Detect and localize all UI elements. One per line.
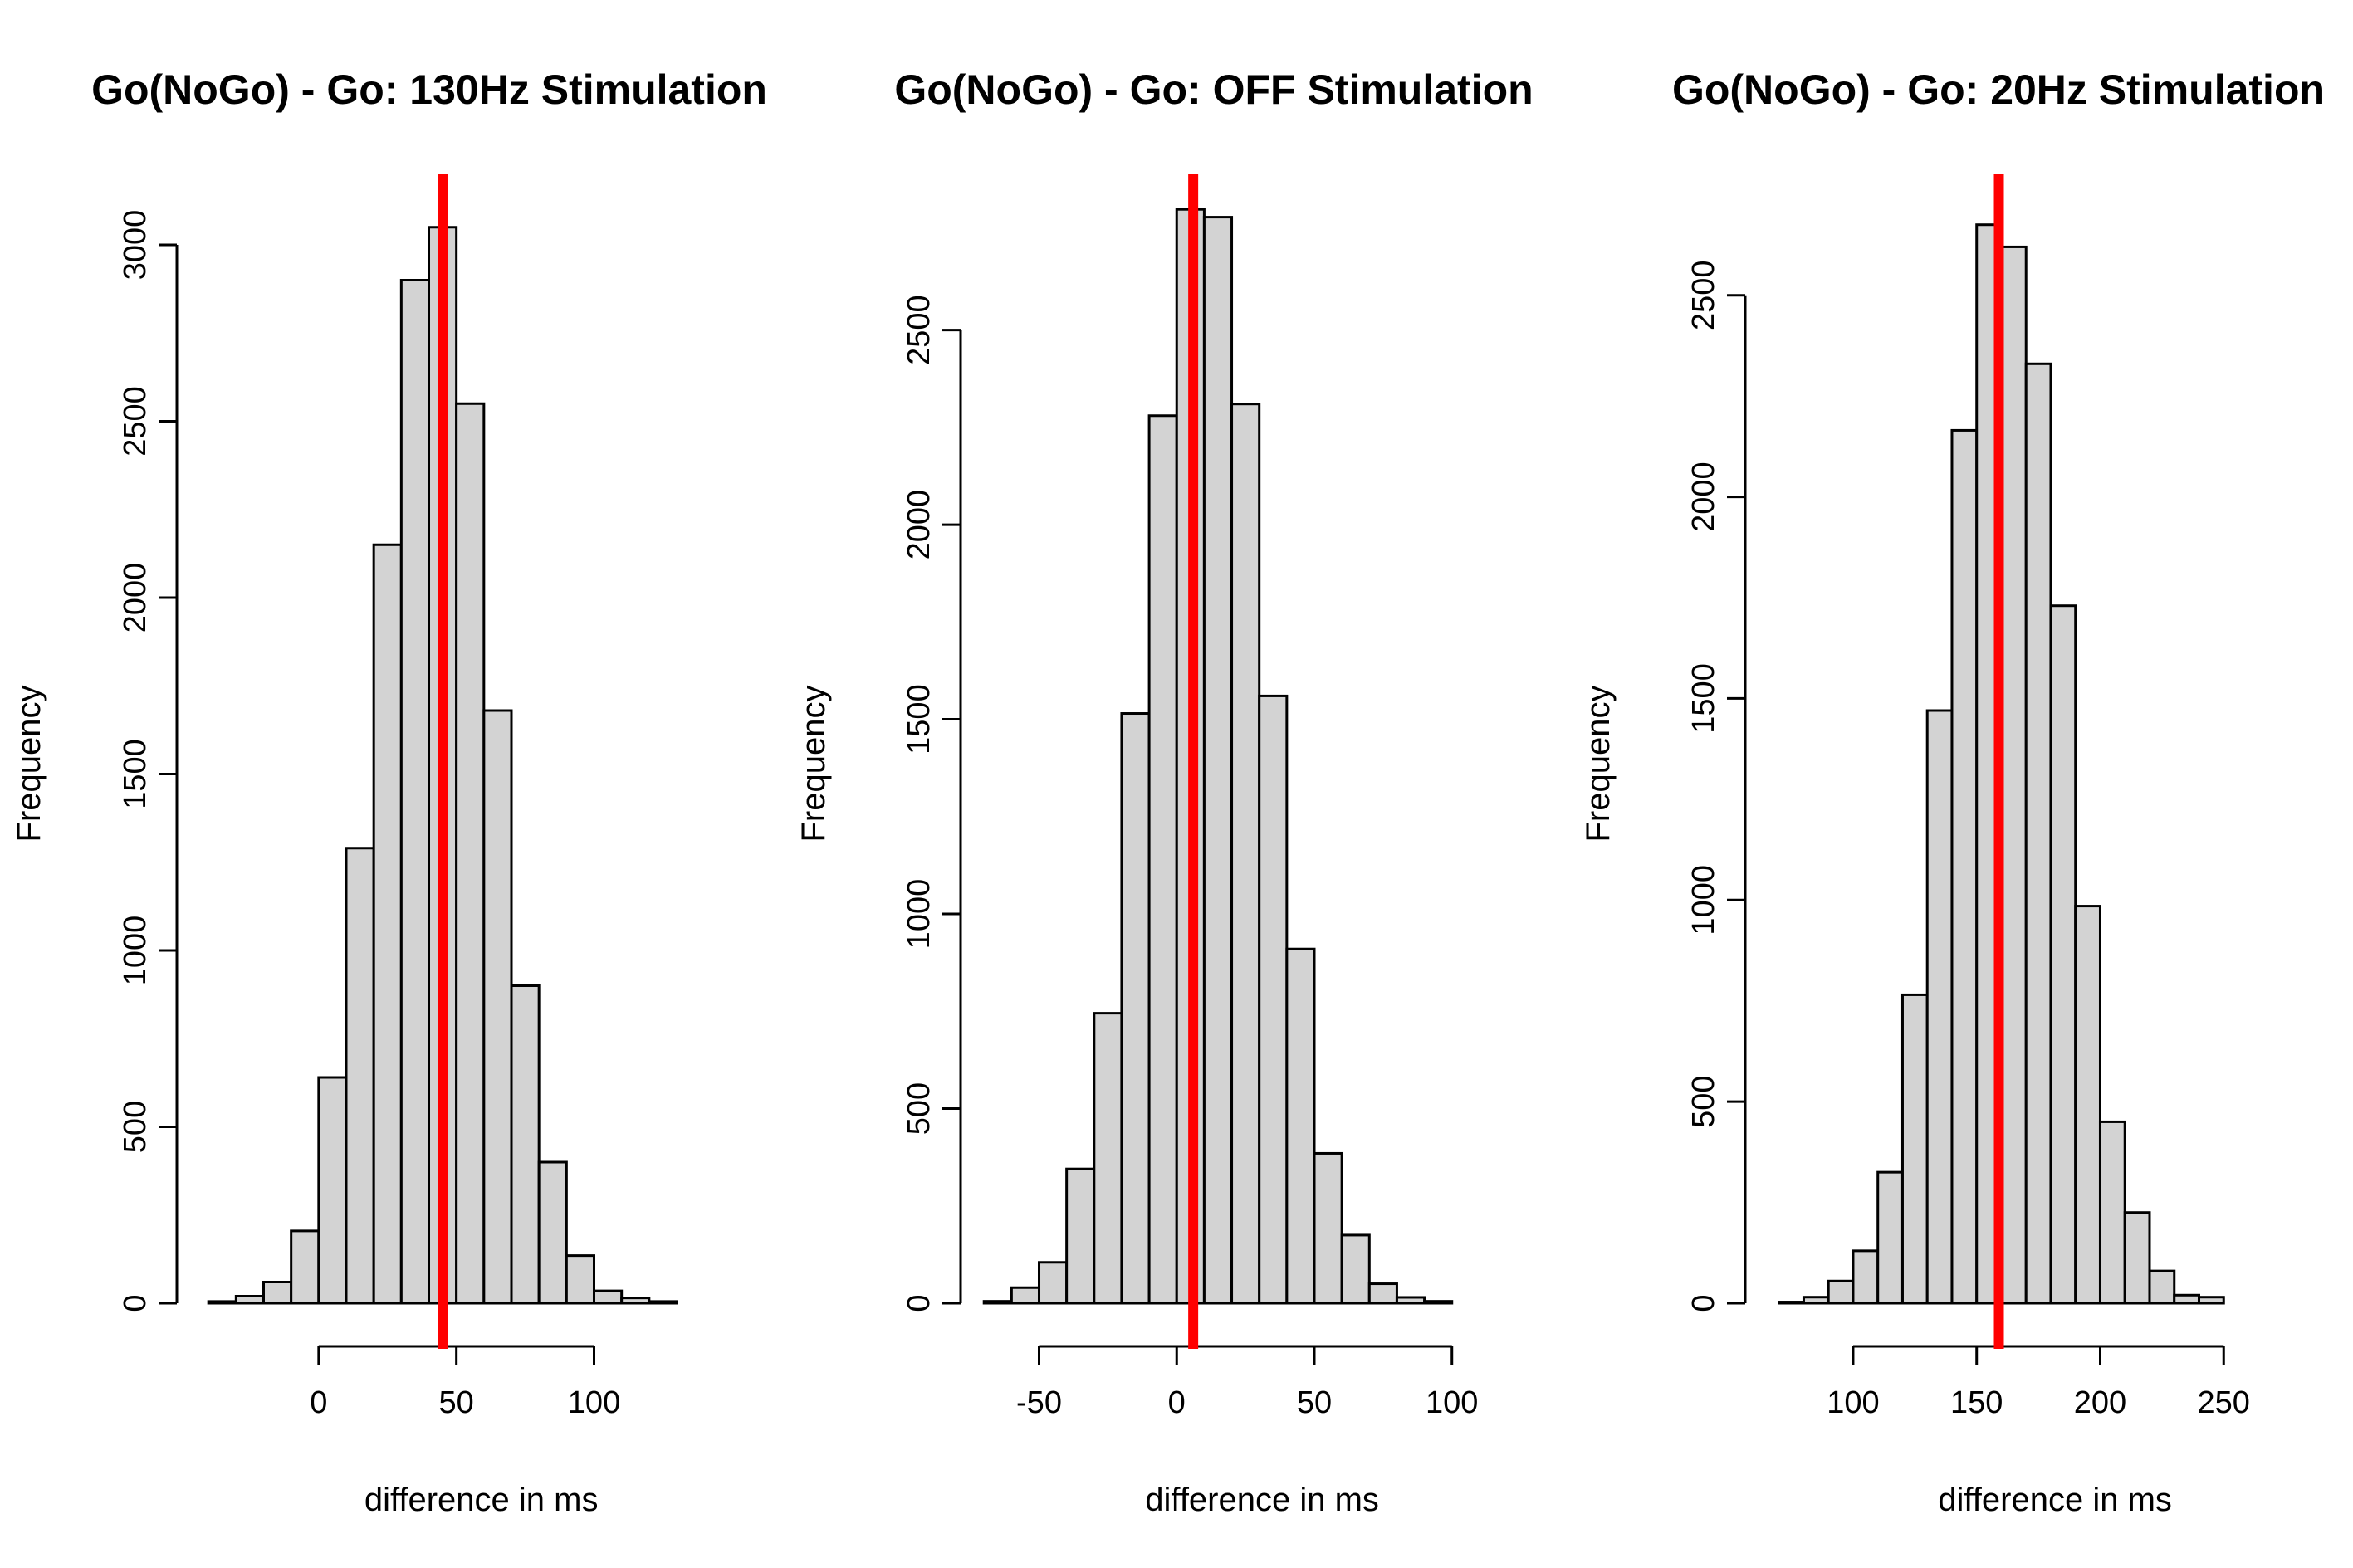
x-axis-label: difference in ms [1145,1482,1379,1518]
x-tick-label: 0 [310,1385,327,1420]
histogram-bar [1999,245,2028,1305]
panel-title: Go(NoGo) - Go: 130Hz Stimulation [91,66,767,113]
y-tick-label: 2000 [118,563,153,633]
histogram-bar [262,1281,293,1305]
histogram-bar [1802,1296,1830,1305]
y-tick-label: 1500 [118,739,153,809]
histogram-bar [2074,905,2101,1305]
histogram-bar [207,1300,237,1305]
x-axis: 100 150 200 250 [1827,1345,2250,1420]
histogram-bar [1340,1233,1371,1305]
y-tick-label: 1500 [902,684,937,755]
histogram-bar [593,1289,624,1305]
histogram-bar [1065,1167,1096,1305]
x-axis: -50 0 50 100 [1016,1345,1478,1420]
histogram-panel-3: Go(NoGo) - Go: 20Hz Stimulation 0 500 1000 1… [1580,66,2325,1518]
x-tick-label: -50 [1016,1385,1062,1420]
y-tick-label: 500 [1686,1075,1721,1127]
y-tick-label: 1000 [902,879,937,950]
histogram-bar [290,1229,320,1305]
histogram-bar [2123,1211,2151,1305]
histogram-bar [537,1160,568,1305]
y-tick-label: 0 [118,1294,153,1312]
y-tick-label: 2500 [902,295,937,365]
histogram-bar [2197,1296,2225,1305]
histogram-bar [399,279,431,1305]
x-tick-label: 0 [1168,1385,1186,1420]
y-tick-label: 3000 [118,210,153,281]
histogram-bar [648,1300,678,1305]
histogram-bar [1367,1282,1398,1305]
histogram-bar [317,1076,348,1305]
histogram-bar [565,1254,595,1305]
histogram-panel-1: Go(NoGo) - Go: 130Hz Stimulation05001000… [11,66,767,1518]
histogram-bar [1120,712,1151,1305]
y-tick-label: 2000 [902,490,937,560]
histogram-bar [982,1300,1013,1305]
y-tick-label: 1000 [118,916,153,986]
x-tick-label: 100 [1827,1385,1879,1420]
histogram-bar [345,847,375,1305]
histogram-bar [1258,694,1289,1305]
y-tick-label: 2500 [1686,260,1721,330]
histogram-bar [1395,1296,1426,1305]
x-tick-label: 100 [1426,1385,1478,1420]
x-axis-label: difference in ms [1938,1482,2172,1518]
histogram-bar [1900,993,1929,1305]
histogram-bar [2024,362,2052,1305]
histogram-bar [1230,403,1261,1305]
histogram-bar [1827,1279,1855,1305]
y-axis: 0 500 1000 1500 2000 2500 [1686,260,1747,1312]
y-tick-label: 0 [902,1294,937,1312]
y-axis-label: Frequency [11,686,47,843]
y-axis: 0 500 1000 1500 2000 2500 3000 [118,210,179,1312]
histogram-bar [1852,1249,1880,1305]
y-tick-label: 500 [902,1082,937,1135]
y-tick-label: 0 [1686,1294,1721,1312]
x-tick-label: 200 [2074,1385,2126,1420]
histogram-bar [510,984,541,1305]
histogram-bar [455,402,486,1305]
x-axis: 0 50 100 [310,1345,620,1420]
histogram-bar [1423,1300,1454,1305]
histogram-bar [1147,414,1178,1305]
y-axis-label: Frequency [795,686,832,843]
x-tick-label: 50 [1297,1385,1332,1420]
histogram-bar [1038,1261,1069,1305]
y-tick-label: 1000 [1686,865,1721,935]
histogram-bar [1876,1170,1904,1305]
histogram-bar [620,1297,651,1305]
y-tick-label: 2000 [1686,462,1721,532]
panel-title: Go(NoGo) - Go: 20Hz Stimulation [1672,66,2325,113]
x-tick-label: 100 [568,1385,620,1420]
histogram-bar [2049,604,2077,1305]
x-tick-label: 50 [439,1385,474,1420]
y-axis: 0 500 1000 1500 2000 2500 [902,295,962,1312]
histogram-bar [1925,709,1954,1305]
histogram-bar [1202,216,1234,1305]
histogram-bar [1285,947,1316,1305]
histogram-panel-2: Go(NoGo) - Go: OFF Stimulation0500100015… [795,66,1534,1518]
histogram-bar [1313,1151,1343,1305]
histogram-bar [1950,428,1979,1305]
y-tick-label: 2500 [118,386,153,457]
histogram-bar [2148,1269,2176,1305]
x-axis-label: difference in ms [364,1482,599,1518]
histogram-bar [1093,1012,1123,1305]
panel-title: Go(NoGo) - Go: OFF Stimulation [894,66,1533,113]
y-axis-label: Frequency [1580,686,1617,843]
histogram-bar [234,1295,266,1305]
histogram-bar [372,543,403,1305]
x-tick-label: 150 [1950,1385,2003,1420]
y-tick-label: 500 [118,1101,153,1153]
histogram-bar [2098,1120,2126,1305]
histogram-bar [482,709,513,1305]
histogram-bar [1778,1301,1805,1305]
histogram-bar [1010,1286,1041,1305]
histogram-bar [2173,1293,2200,1305]
y-tick-label: 1500 [1686,663,1721,734]
x-tick-label: 250 [2198,1385,2250,1420]
